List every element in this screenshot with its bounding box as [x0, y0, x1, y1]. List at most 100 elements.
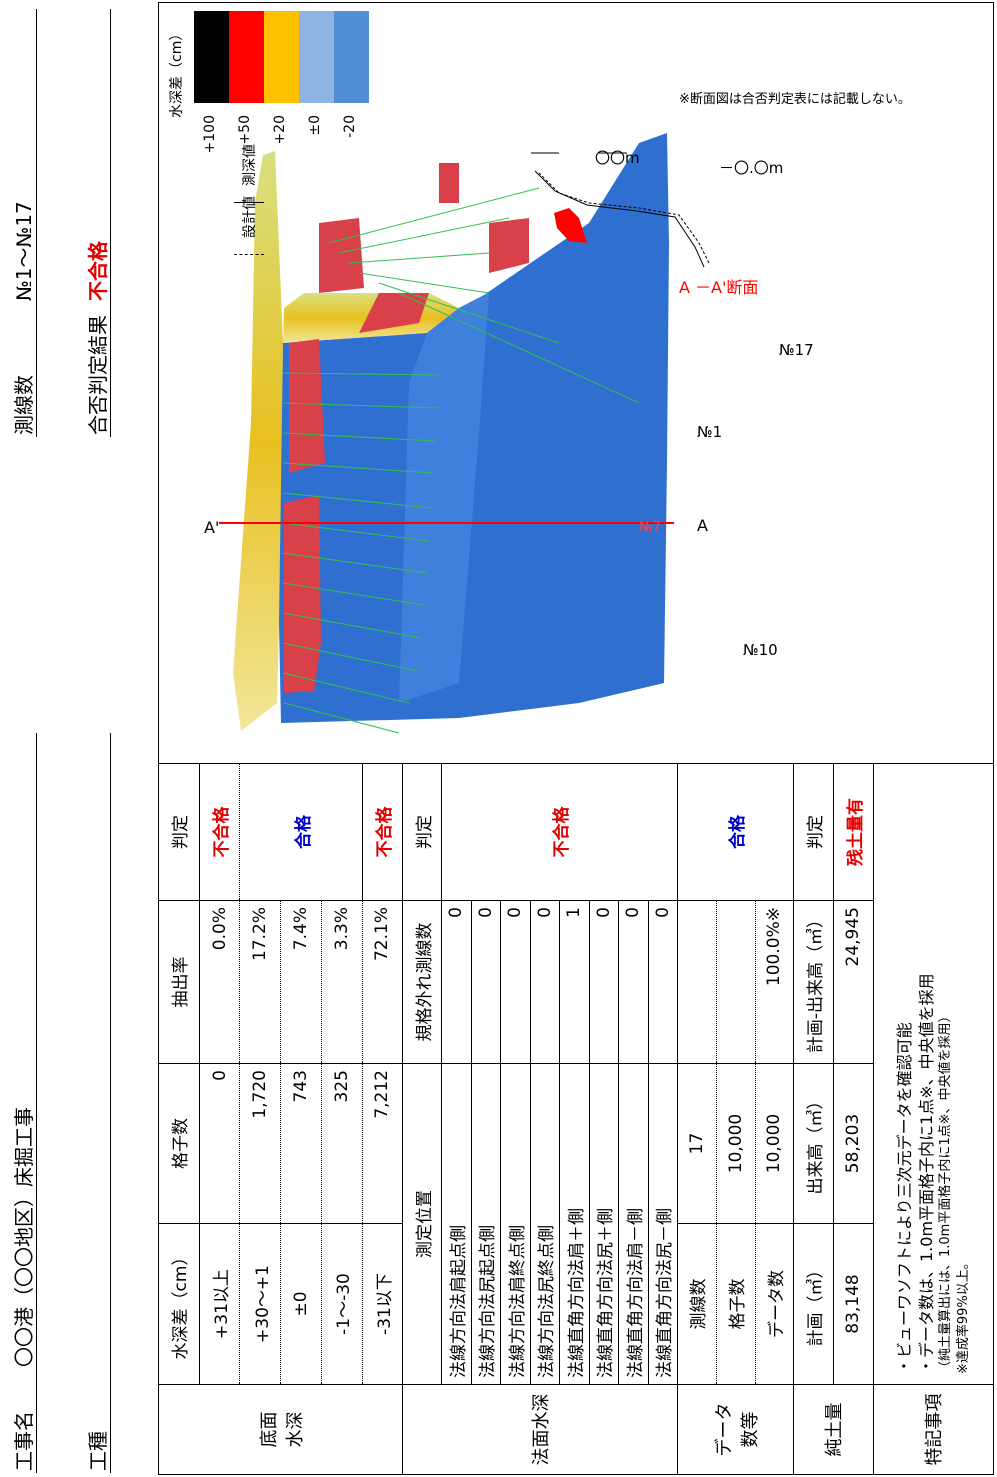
project-label: 工事名 — [12, 1411, 36, 1471]
measured-profile — [534, 170, 705, 268]
slope-pos: 法線方向法尻起点側 — [471, 1063, 501, 1385]
slope-judge: 不合格 — [441, 763, 678, 901]
data-extra — [677, 900, 717, 1064]
slope-count: 0 — [441, 900, 472, 1064]
section-note: ※断面図は合否判定表には記載しない。 — [679, 91, 911, 107]
data-extra — [716, 900, 755, 1064]
line-no1-label: №1 — [697, 423, 722, 441]
depth-rate: 72.1% — [362, 900, 403, 1064]
design-profile — [538, 172, 710, 264]
data-group-label: データ 数等 — [677, 1384, 794, 1475]
depth-judge-pass: 合格 — [239, 763, 363, 901]
depth-range: -31以下 — [362, 1223, 403, 1385]
lines-label: 測線数 — [12, 375, 36, 435]
vol-header-diff: 計画-出来高（㎥） — [793, 900, 834, 1064]
depth-judge: 不合格 — [199, 763, 240, 901]
slope-pos: 法線方向法肩起点側 — [441, 1063, 472, 1385]
note-line: ※達成率99%以上。 — [955, 1256, 971, 1374]
result-value: 不合格 — [86, 241, 110, 301]
depth-count: 0 — [199, 1063, 240, 1224]
slope-header-judge: 判定 — [402, 763, 442, 901]
depth-range: +31以上 — [199, 1223, 240, 1385]
measured-label: 測深値 — [242, 144, 258, 186]
red-zone — [489, 218, 529, 273]
design-line-sample — [234, 254, 264, 255]
shore-strip — [233, 151, 283, 731]
depth-count: 325 — [321, 1063, 363, 1224]
note-line: （純土量算出には、1.0m平面格子内に1点※、中央値を採用） — [938, 1009, 954, 1374]
slope-pos: 法線方向法尻終点側 — [530, 1063, 560, 1385]
depth-header-judge: 判定 — [158, 763, 200, 901]
project-name: 〇〇港（〇〇地区）床掘工事 — [12, 1107, 36, 1367]
depth-rate: 3.3% — [321, 900, 363, 1064]
data-value: 10,000 — [755, 1063, 794, 1224]
depth-rate: 0.0% — [199, 900, 240, 1064]
vol-plan: 83,148 — [833, 1223, 874, 1385]
slope-count: 0 — [648, 900, 678, 1064]
result-label: 合否判定結果 — [86, 315, 110, 435]
red-zone — [359, 293, 429, 333]
red-zone — [289, 339, 325, 473]
slope-pos: 法線直角方向法尻＋側 — [589, 1063, 619, 1385]
vol-judge: 残土量有 — [833, 763, 874, 901]
project-underline — [36, 733, 37, 1473]
vol-group-label: 純土量 — [793, 1384, 874, 1475]
depth-header-range: 水深差（cm） — [158, 1223, 200, 1385]
data-label: 格子数 — [716, 1223, 755, 1385]
judgement-table: 底面 水深 水深差（cm） 格子数 抽出率 判定 +31以上 0 0.0% 不合… — [158, 763, 994, 1475]
depth-group-label: 底面 水深 — [158, 1384, 403, 1475]
depth-rate: 7.4% — [280, 900, 322, 1064]
notes-label: 特記事項 — [873, 1384, 994, 1475]
slope-count: 0 — [618, 900, 649, 1064]
data-value: 17 — [677, 1063, 717, 1224]
line-no7-label: №7 — [639, 520, 661, 535]
note-line: ・データ数は、1.0m平面格子内に1点※、中央値を採用 — [916, 973, 936, 1374]
slope-pos: 法線直角方向法肩－側 — [618, 1063, 649, 1385]
data-label: 測線数 — [677, 1223, 717, 1385]
data-extra: 100.0%※ — [755, 900, 794, 1064]
vol-done: 58,203 — [833, 1063, 874, 1224]
depth-count: 743 — [280, 1063, 322, 1224]
slope-group-label: 法面水深 — [402, 1384, 678, 1475]
slope-pos: 法線方向法肩終点側 — [500, 1063, 531, 1385]
note-line: ・ビューワソフトにより三次元データを確認可能 — [895, 1022, 915, 1374]
slope-count: 0 — [530, 900, 560, 1064]
line-no10-label: №10 — [743, 641, 778, 659]
red-zone — [319, 218, 364, 293]
slope-count: 1 — [559, 900, 590, 1064]
red-zone — [284, 495, 321, 693]
slope-header-count: 規格外れ測線数 — [402, 900, 442, 1064]
depth-range: -1～-30 — [321, 1223, 363, 1385]
result-underline — [110, 9, 111, 437]
slope-pos: 法線直角方向法尻－側 — [648, 1063, 678, 1385]
line-no17-label: №17 — [779, 341, 814, 359]
slope-pos: 法線直角方向法肩＋側 — [559, 1063, 590, 1385]
depth-header-rate: 抽出率 — [158, 900, 200, 1064]
depth-count: 7,212 — [362, 1063, 403, 1224]
section-title: A －A'断面 — [679, 278, 758, 297]
depth-range: +30～+1 — [239, 1223, 281, 1385]
notes-cell: ・ビューワソフトにより三次元データを確認可能 ・データ数は、1.0m平面格子内に… — [873, 763, 994, 1385]
survey-lines — [282, 187, 640, 734]
section-width-label: 〇〇m — [595, 149, 640, 167]
excess-area — [554, 208, 587, 243]
vol-header-done: 出来高（㎥） — [793, 1063, 834, 1224]
survey-map: A A' №1 №10 №17 №7 A －A'断面 〇〇m －〇.〇m ※断面… — [204, 91, 911, 734]
design-label: 設計値 — [242, 196, 258, 238]
slope-count: 0 — [589, 900, 619, 1064]
data-value: 10,000 — [716, 1063, 755, 1224]
data-label: データ数 — [755, 1223, 794, 1385]
depth-rate: 17.2% — [239, 900, 281, 1064]
slope-count: 0 — [500, 900, 531, 1064]
map-panel: 水深差（cm） +100 +50 +20 ±0 -20 — [158, 2, 994, 764]
lines-value: №1～№17 — [12, 201, 36, 301]
data-judge: 合格 — [677, 763, 794, 901]
slope-header-pos: 測定位置 — [402, 1063, 442, 1385]
depth-count: 1,720 — [239, 1063, 281, 1224]
section-depth-label: －〇.〇m — [719, 159, 783, 177]
section-a-label: A — [697, 516, 708, 535]
red-zone — [439, 163, 459, 203]
basin-shade — [399, 293, 489, 703]
vol-header-judge: 判定 — [793, 763, 834, 901]
